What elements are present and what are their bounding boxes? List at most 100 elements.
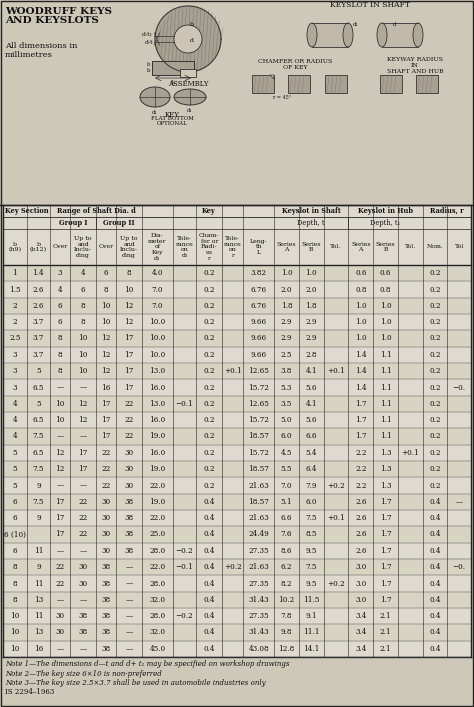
Text: 8.5: 8.5 xyxy=(306,530,317,539)
Text: 7.8: 7.8 xyxy=(281,612,292,620)
Text: —: — xyxy=(456,498,463,506)
Text: 1.4: 1.4 xyxy=(355,383,366,392)
Text: d-t₁: d-t₁ xyxy=(142,33,153,37)
Text: 0.2: 0.2 xyxy=(203,433,215,440)
Text: 7.5: 7.5 xyxy=(33,433,44,440)
Text: 1.0: 1.0 xyxy=(380,318,392,326)
Text: Leng-
th
L: Leng- th L xyxy=(250,239,268,255)
Text: Series
B: Series B xyxy=(301,242,321,252)
Text: Tole-
rance
on
r: Tole- rance on r xyxy=(224,236,242,258)
Text: 30: 30 xyxy=(125,449,134,457)
Text: Series
A: Series A xyxy=(277,242,296,252)
Text: Series
B: Series B xyxy=(376,242,395,252)
Text: 2: 2 xyxy=(12,302,17,310)
Text: 8.2: 8.2 xyxy=(281,580,292,588)
Text: 6: 6 xyxy=(81,286,85,293)
Text: 5.1: 5.1 xyxy=(281,498,292,506)
Text: 9: 9 xyxy=(36,514,41,522)
Text: 8: 8 xyxy=(12,563,17,571)
Text: 27.35: 27.35 xyxy=(248,580,269,588)
Text: +0.1: +0.1 xyxy=(327,367,345,375)
Text: 0.2: 0.2 xyxy=(203,481,215,489)
Text: 22: 22 xyxy=(79,530,88,539)
Text: —: — xyxy=(126,645,133,653)
Text: 2.5: 2.5 xyxy=(9,334,20,342)
Text: 30: 30 xyxy=(101,514,111,522)
Text: 16.0: 16.0 xyxy=(149,383,165,392)
Text: 2.9: 2.9 xyxy=(281,334,292,342)
Text: millimetres: millimetres xyxy=(5,51,53,59)
Text: 12.65: 12.65 xyxy=(248,367,269,375)
Text: Tole-
rance
on
d₁: Tole- rance on d₁ xyxy=(176,236,193,258)
Text: 2.9: 2.9 xyxy=(281,318,292,326)
Text: 2.6: 2.6 xyxy=(355,547,366,555)
Text: 14.1: 14.1 xyxy=(303,645,319,653)
Text: 10: 10 xyxy=(79,367,88,375)
Text: 17: 17 xyxy=(55,498,65,506)
Text: 9.5: 9.5 xyxy=(306,547,317,555)
Text: 0.2: 0.2 xyxy=(429,449,441,457)
Text: 38: 38 xyxy=(79,612,88,620)
Text: 30: 30 xyxy=(55,612,65,620)
Text: 0.4: 0.4 xyxy=(203,612,215,620)
Bar xyxy=(3,330,471,346)
Text: 30: 30 xyxy=(125,481,134,489)
Text: 38: 38 xyxy=(101,563,111,571)
Text: 11: 11 xyxy=(34,580,43,588)
Text: 38: 38 xyxy=(101,580,111,588)
Text: d₁: d₁ xyxy=(353,21,359,26)
Text: —: — xyxy=(80,596,87,604)
Text: 10.0: 10.0 xyxy=(149,334,165,342)
Text: −0.1: −0.1 xyxy=(176,563,193,571)
Text: 16: 16 xyxy=(101,383,111,392)
Text: 1.0: 1.0 xyxy=(355,318,366,326)
Text: 17: 17 xyxy=(101,416,111,424)
Text: 43.08: 43.08 xyxy=(248,645,269,653)
Text: Up to
and
Inclu-
ding: Up to and Inclu- ding xyxy=(120,236,138,258)
Text: 0.2: 0.2 xyxy=(203,465,215,473)
Text: 1.7: 1.7 xyxy=(380,514,392,522)
Text: b
(h9): b (h9) xyxy=(8,242,21,252)
Text: 8: 8 xyxy=(58,351,63,359)
Text: —: — xyxy=(80,547,87,555)
Text: 28.0: 28.0 xyxy=(149,612,165,620)
Text: 10: 10 xyxy=(101,318,111,326)
Text: 2.6: 2.6 xyxy=(33,302,44,310)
Text: 0.2: 0.2 xyxy=(203,416,215,424)
Bar xyxy=(288,75,310,93)
Text: 22.0: 22.0 xyxy=(149,563,165,571)
Text: 0.2: 0.2 xyxy=(203,318,215,326)
Bar xyxy=(3,493,471,510)
Text: Tol.: Tol. xyxy=(330,245,342,250)
Text: 22: 22 xyxy=(101,449,111,457)
Text: 19.0: 19.0 xyxy=(149,465,165,473)
Text: 0.2: 0.2 xyxy=(429,351,441,359)
Text: 22: 22 xyxy=(125,416,134,424)
Text: 6: 6 xyxy=(104,269,109,277)
Text: 8: 8 xyxy=(81,302,85,310)
Text: 9: 9 xyxy=(36,481,41,489)
Text: Depth, t₁: Depth, t₁ xyxy=(370,219,401,227)
Text: 2.2: 2.2 xyxy=(355,449,366,457)
Text: 38: 38 xyxy=(125,514,134,522)
Text: 1.4: 1.4 xyxy=(33,269,44,277)
Text: SHAFT AND HUB: SHAFT AND HUB xyxy=(387,69,443,74)
Text: 0.4: 0.4 xyxy=(203,547,215,555)
Text: 0.2: 0.2 xyxy=(203,449,215,457)
Bar xyxy=(152,61,194,75)
Text: WOODRUFF KEYS: WOODRUFF KEYS xyxy=(5,7,112,16)
Text: 10.2: 10.2 xyxy=(278,596,295,604)
Ellipse shape xyxy=(413,23,423,47)
Text: 32.0: 32.0 xyxy=(149,629,165,636)
Text: 8: 8 xyxy=(12,580,17,588)
Text: 1.0: 1.0 xyxy=(281,269,292,277)
Text: 0.2: 0.2 xyxy=(203,351,215,359)
Text: 5.3: 5.3 xyxy=(281,383,292,392)
Text: 3.0: 3.0 xyxy=(355,580,366,588)
Text: Dia-
meter
of
Key
d₁: Dia- meter of Key d₁ xyxy=(148,233,167,261)
Text: 0.4: 0.4 xyxy=(429,596,441,604)
Text: d₁: d₁ xyxy=(152,110,158,115)
Bar xyxy=(380,75,402,93)
Text: 3: 3 xyxy=(58,269,63,277)
Text: 0.4: 0.4 xyxy=(429,498,441,506)
